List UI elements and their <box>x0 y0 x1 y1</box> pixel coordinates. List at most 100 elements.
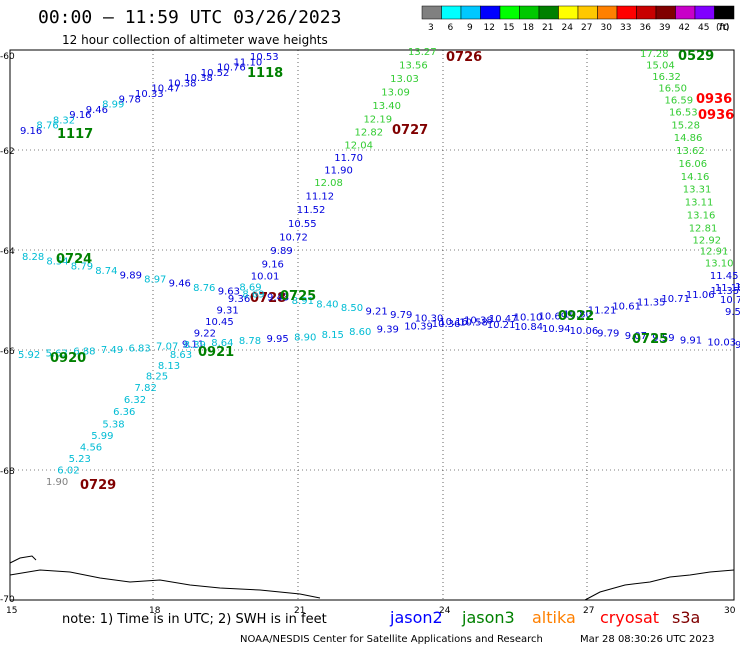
swh-value: 8.32 <box>53 115 75 126</box>
colorbar-tick: 39 <box>659 23 671 33</box>
time-label: 0936 <box>698 108 734 123</box>
swh-value: 9.46 <box>169 279 191 290</box>
swh-value: 13.11 <box>685 198 714 209</box>
swh-value: 11.12 <box>305 192 334 203</box>
swh-value: 8.40 <box>316 299 338 310</box>
satellite-cryosat: cryosat <box>600 608 660 627</box>
swh-value: 6.36 <box>113 407 135 418</box>
swh-value: 10.16 <box>439 317 468 328</box>
lat-label: -66 <box>0 347 15 357</box>
swh-value: 15.04 <box>646 61 675 72</box>
swh-value: 9.07 <box>625 331 647 342</box>
swh-value: 13.62 <box>676 146 705 157</box>
swh-value: 8.99 <box>102 100 124 111</box>
swh-value: 10.52 <box>201 68 230 79</box>
lon-label: 21 <box>294 606 305 616</box>
swh-value: 10.38 <box>464 316 493 327</box>
swh-value: 9.52 <box>725 307 740 318</box>
swh-value: 10.72 <box>279 232 308 243</box>
colorbar-swatch <box>675 5 696 20</box>
swh-value: 11.18 <box>715 283 740 294</box>
swh-value: 12.91 <box>700 247 729 258</box>
swh-value: 9.79 <box>597 328 619 339</box>
swh-value: 11.06 <box>686 290 715 301</box>
swh-value: 11.35 <box>710 286 739 297</box>
time-label: 1117 <box>57 127 93 142</box>
swh-value: 8.90 <box>294 332 316 343</box>
swh-value: 8.39 <box>184 340 206 351</box>
lon-label: 24 <box>439 606 451 616</box>
swh-value: 10.45 <box>205 317 234 328</box>
lon-label: 18 <box>149 606 161 616</box>
swh-value: 10.80 <box>563 309 592 320</box>
swh-value: 16.59 <box>664 95 693 106</box>
colorbar-tick: 15 <box>503 23 514 33</box>
colorbar-swatch <box>538 5 559 20</box>
swh-value: 9.43 <box>267 293 289 304</box>
time-label: 1118 <box>247 66 283 81</box>
track-1: 13.27 13.56 13.03 13.09 13.40 12.19 12.8212.04… <box>46 47 482 493</box>
swh-value: 12.92 <box>692 236 721 247</box>
credit-line: NOAA/NESDIS Center for Satellite Applica… <box>240 634 543 645</box>
swh-value: 8.76 <box>36 121 58 132</box>
colorbar-tick: 24 <box>562 23 574 33</box>
swh-value: 9.21 <box>365 306 387 317</box>
swh-value: 5.99 <box>91 431 113 442</box>
page-subtitle: 12 hour collection of altimeter wave hei… <box>62 33 328 47</box>
colorbar-tick: 30 <box>601 23 613 33</box>
swh-value: 16.32 <box>652 72 681 83</box>
swh-value: 8.74 <box>95 266 117 277</box>
swh-value: 9.11 <box>182 339 204 350</box>
time-label: 0728 <box>250 291 286 306</box>
swh-value: 10.06 <box>570 326 599 337</box>
swh-value: 9.95 <box>266 334 288 345</box>
colorbar-swatch <box>499 5 520 20</box>
swh-value: 9.31 <box>217 305 239 316</box>
swh-value: 10.84 <box>514 322 543 333</box>
swh-value: 9.16 <box>69 110 91 121</box>
swh-value: 10.03 <box>707 338 736 349</box>
swh-value: 5.92 <box>18 350 40 361</box>
swh-value: 11.21 <box>588 306 617 317</box>
swh-value: 8.79 <box>71 261 93 272</box>
swh-value: 9.22 <box>194 328 216 339</box>
coastline <box>9 555 735 601</box>
colorbar-swatch <box>577 5 598 20</box>
swh-value: 9.46 <box>86 105 108 116</box>
time-label: 0727 <box>392 123 428 138</box>
colorbar-tick: 18 <box>523 23 535 33</box>
swh-value: 10.61 <box>612 302 641 313</box>
swh-value: 10.38 <box>168 78 197 89</box>
swh-value: 8.25 <box>146 372 168 383</box>
swh-value: 12.81 <box>689 224 718 235</box>
swh-value: 13.03 <box>390 74 419 85</box>
colorbar-swatch <box>519 5 540 20</box>
time-label: 0529 <box>678 49 714 64</box>
swh-value: 11.35 <box>637 298 666 309</box>
colorbar-swatch <box>714 5 735 20</box>
swh-value: 8.63 <box>170 350 192 361</box>
swh-value: 7.07 <box>156 342 178 353</box>
track-2: 8.28 8.54 8.79 8.74 9.89 8.97 9.46 8.76 9.63 8.69… <box>22 252 740 328</box>
swh-value: 10.33 <box>135 89 164 100</box>
footer-note: note: 1) Time is in UTC; 2) SWH is in fe… <box>62 612 327 627</box>
colorbar-swatch <box>694 5 715 20</box>
swh-value: 8.91 <box>292 296 314 307</box>
lat-label: -68 <box>0 467 15 477</box>
swh-value: 11.90 <box>324 165 353 176</box>
swh-value: 5.23 <box>69 454 91 465</box>
swh-value: 9.89 <box>270 246 292 257</box>
swh-value: 10.71 <box>661 294 690 305</box>
swh-value: 13.31 <box>683 185 712 196</box>
lon-label: 27 <box>583 606 594 616</box>
swh-value: 10.47 <box>151 84 180 95</box>
colorbar-tick: 9 <box>467 23 473 33</box>
swh-value: 10.36 <box>432 319 461 330</box>
colorbar-tick: 12 <box>484 23 495 33</box>
time-label: 0725 <box>632 332 668 347</box>
colorbar-unit: (ft) <box>716 23 730 33</box>
colorbar-tick: 6 <box>448 23 454 33</box>
swh-value: 10.69 <box>538 311 567 322</box>
swh-value: 13.10 <box>705 259 734 270</box>
